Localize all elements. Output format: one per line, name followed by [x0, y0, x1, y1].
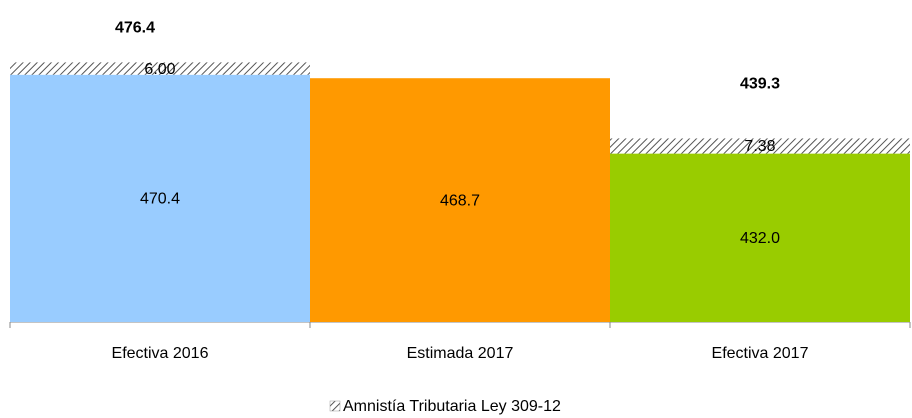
total-label: 439.3 [740, 76, 780, 93]
bar-segment [10, 74, 310, 323]
value-label: 470.4 [140, 191, 180, 208]
bar-segment [10, 62, 310, 75]
bar-segment [610, 153, 910, 322]
value-label: 468.7 [440, 192, 480, 209]
bar-segment [310, 78, 610, 322]
x-tick-label: Efectiva 2017 [712, 345, 809, 362]
bar-segment [610, 138, 910, 154]
legend-label: Amnistía Tributaria Ley 309-12 [343, 398, 561, 415]
total-label: 476.4 [115, 20, 155, 37]
legend-swatch [329, 400, 341, 412]
value-label: 6.00 [144, 61, 175, 78]
value-label: 7.38 [744, 138, 775, 155]
x-tick-label: Estimada 2017 [407, 345, 514, 362]
value-label: 432.0 [740, 230, 780, 247]
x-tick-label: Efectiva 2016 [112, 345, 209, 362]
